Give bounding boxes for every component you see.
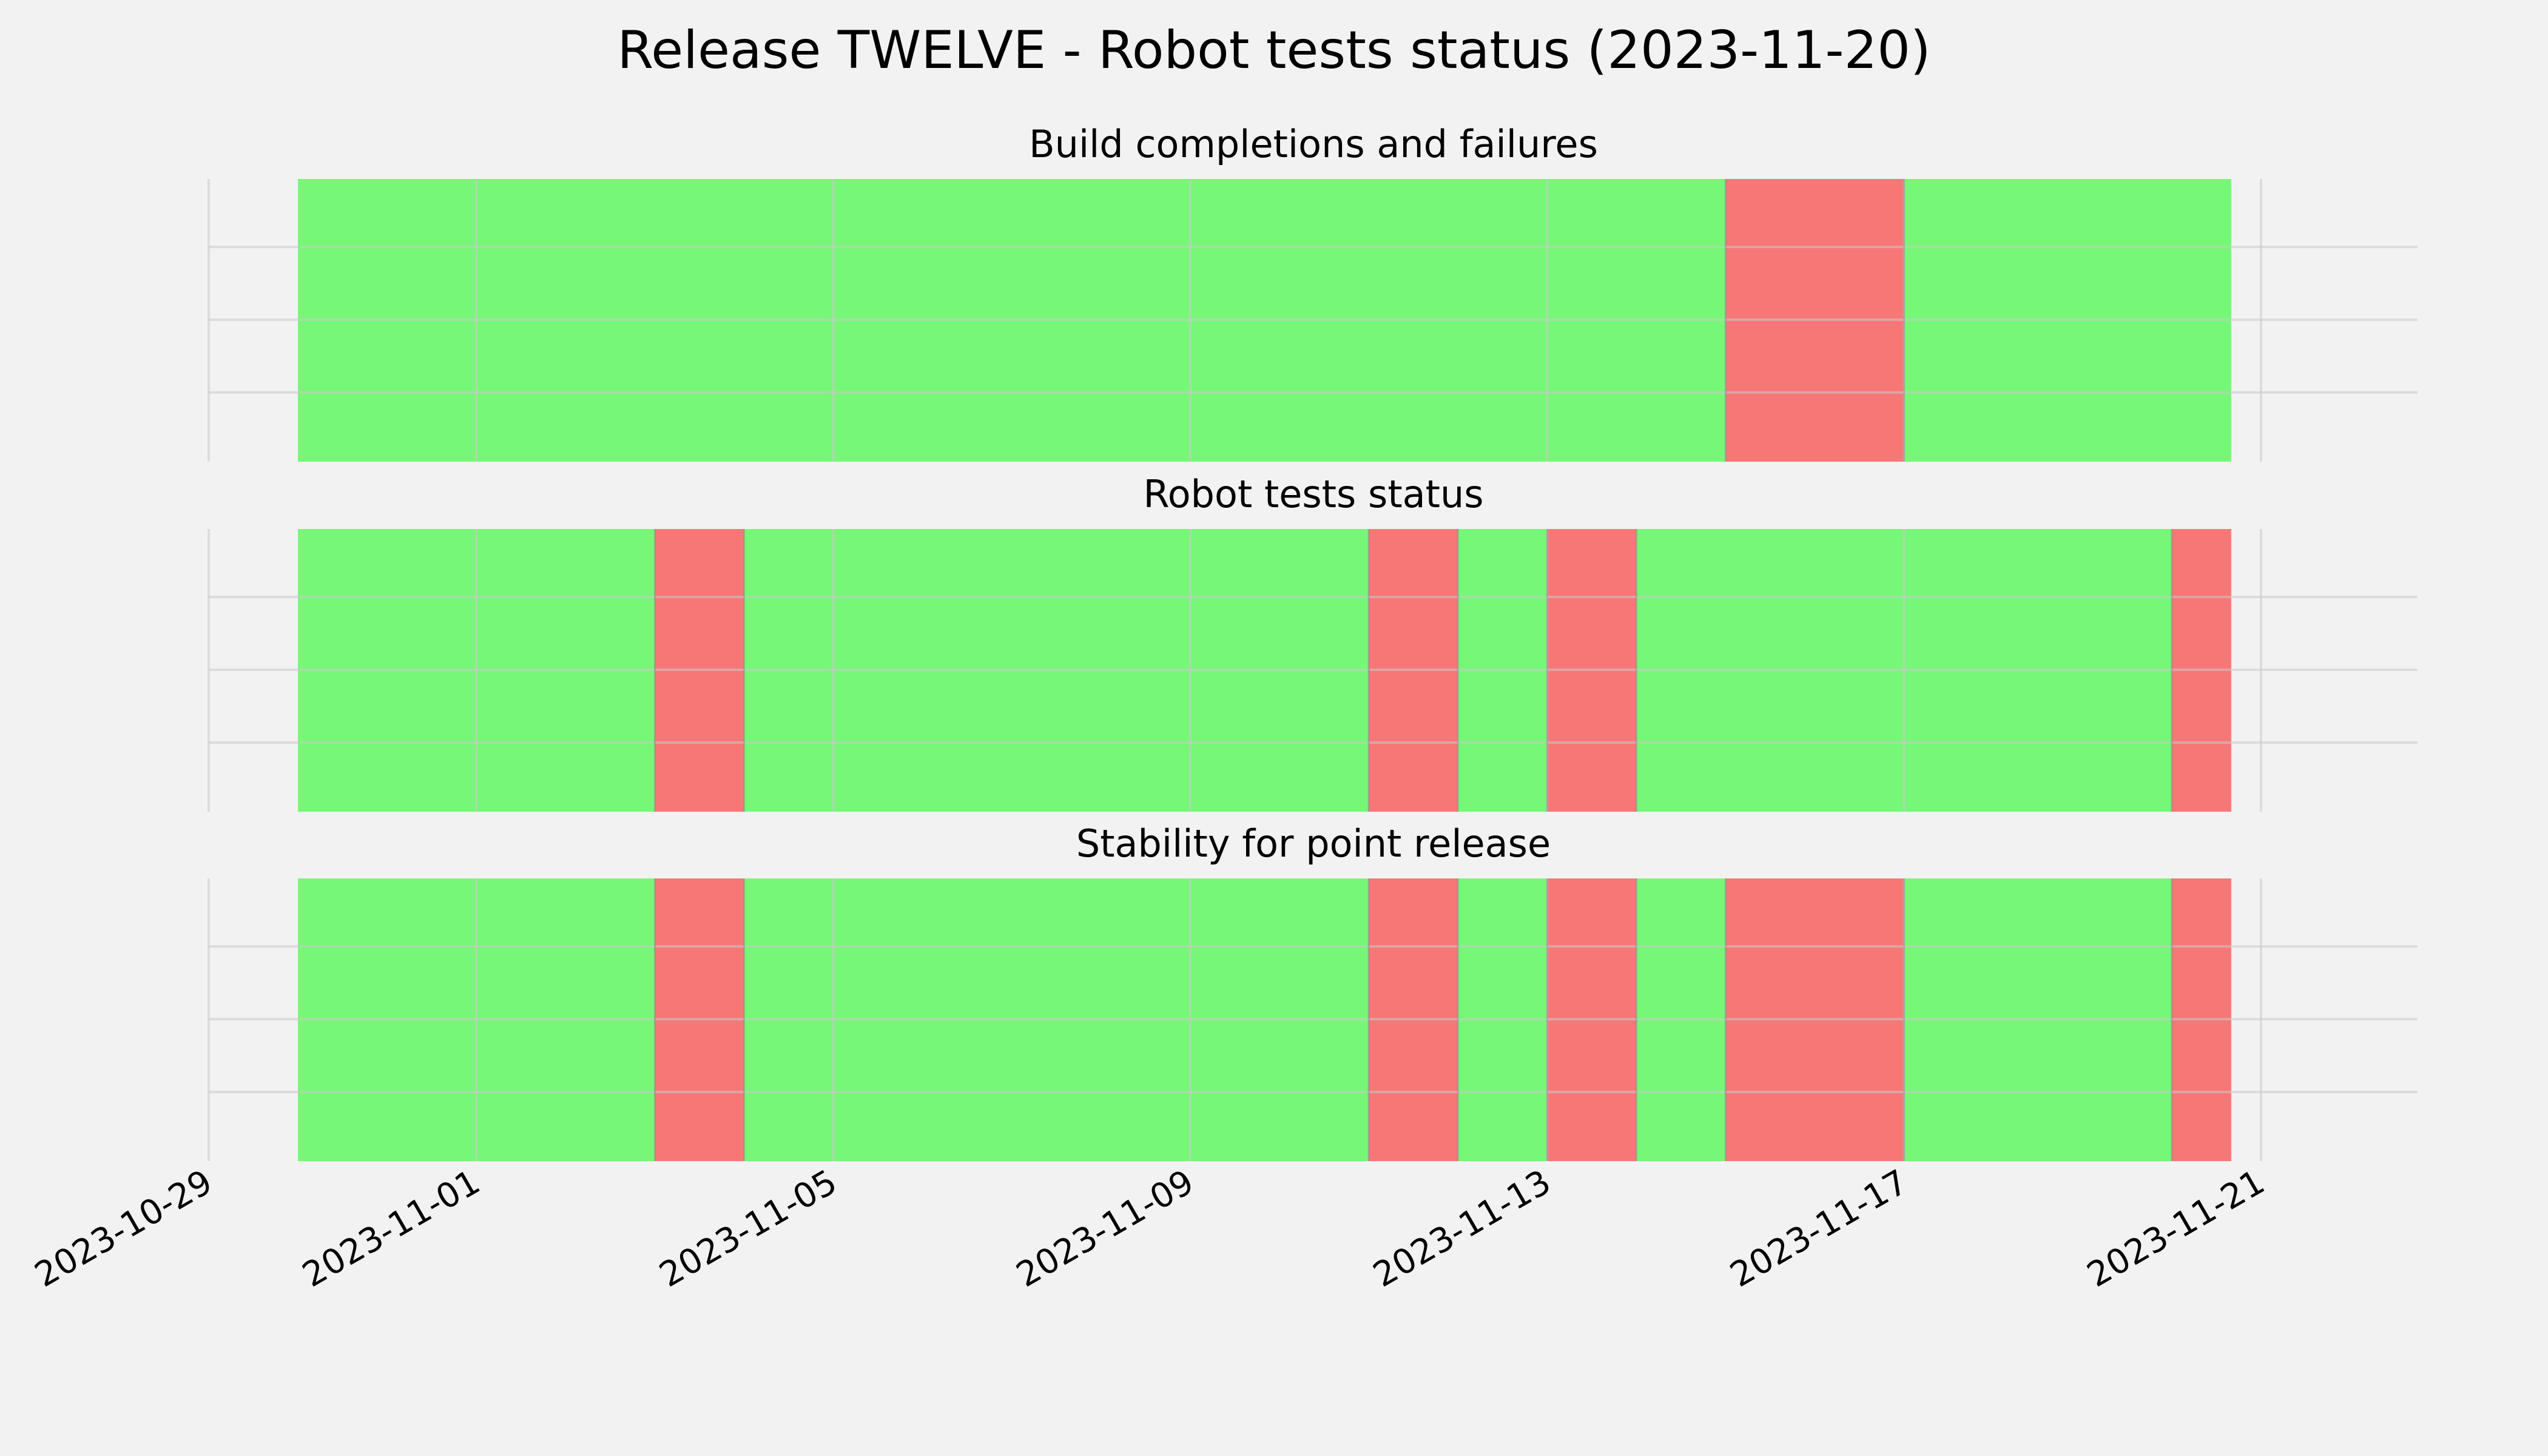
panel-2: Robot tests status	[207, 472, 2418, 812]
panel-3: Stability for point release	[207, 821, 2418, 1161]
panel-title: Build completions and failures	[1029, 122, 1598, 166]
panels-group: Build completions and failures Robot test…	[207, 122, 2418, 1161]
panel-1: Build completions and failures	[207, 122, 2418, 462]
panel-title: Stability for point release	[1076, 821, 1551, 866]
panel-title: Robot tests status	[1143, 472, 1483, 516]
chart-title: Release TWELVE - Robot tests status (202…	[617, 20, 1930, 81]
